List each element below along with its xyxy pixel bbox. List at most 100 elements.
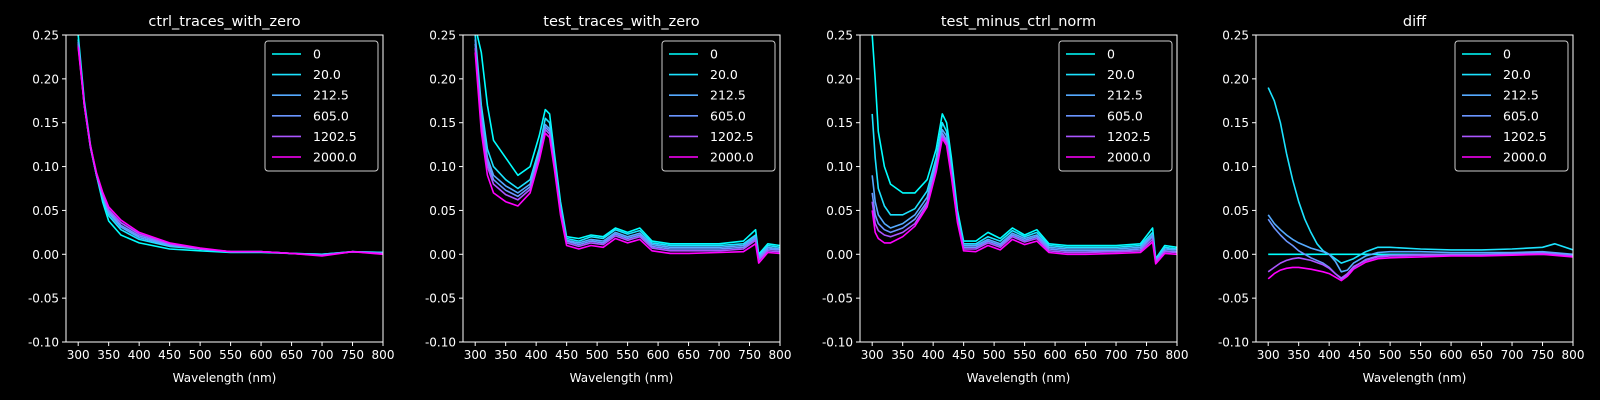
y-tick-label: 0.10 [826, 160, 853, 174]
y-tick-label: 0.15 [1222, 116, 1249, 130]
y-tick-label: 0.15 [32, 116, 59, 130]
legend-entry-label: 605.0 [313, 108, 349, 123]
series-line-2000.0 [1267, 253, 1573, 282]
y-tick-label: 0.20 [32, 72, 59, 86]
legend-entry-label: 20.0 [1107, 67, 1135, 82]
x-tick-label: 500 [983, 348, 1006, 362]
legend-entry-label: 0 [1107, 47, 1115, 62]
y-tick-label: -0.10 [822, 336, 853, 350]
y-tick-label: 0.15 [826, 116, 853, 130]
x-tick-label: 650 [1074, 348, 1097, 362]
x-tick-label: 300 [67, 348, 90, 362]
legend-entry-label: 0 [1503, 47, 1511, 62]
x-tick-label: 600 [1044, 348, 1067, 362]
y-tick-label: 0.25 [429, 29, 456, 43]
series-line-605.0 [871, 132, 1177, 263]
x-tick-label: 800 [769, 348, 792, 362]
chart-title: test_minus_ctrl_norm [941, 14, 1096, 30]
series-group [871, 35, 1177, 265]
x-tick-label: 550 [1409, 348, 1432, 362]
legend-entry-label: 1202.5 [1107, 129, 1151, 144]
series-line-1202.5 [871, 135, 1177, 263]
y-tick-label: 0.05 [826, 204, 853, 218]
y-tick-label: 0.05 [1222, 204, 1249, 218]
chart-title: test_traces_with_zero [543, 14, 700, 30]
legend-box [661, 40, 776, 172]
x-tick-label: 500 [1379, 348, 1402, 362]
series-line-20.0 [1267, 87, 1573, 264]
x-tick-label: 800 [372, 348, 395, 362]
x-tick-label: 500 [586, 348, 609, 362]
plot-frame [65, 34, 384, 343]
series-group [77, 35, 383, 257]
series-line-212.5 [871, 128, 1177, 262]
y-tick-label: 0.20 [429, 72, 456, 86]
x-tick-label: 550 [1013, 348, 1036, 362]
legend-entry-label: 0 [710, 47, 718, 62]
y-tick-label: 0.05 [429, 204, 456, 218]
x-tick-label: 450 [158, 348, 181, 362]
y-tick-label: 0.25 [1222, 29, 1249, 43]
chart-panel-1: ctrl_traces_with_zero 300 350 400 450 500 550 6… [28, 14, 395, 385]
chart-title: ctrl_traces_with_zero [148, 14, 300, 30]
x-tick-label: 800 [1166, 348, 1189, 362]
legend-box [1454, 40, 1569, 172]
y-tick-label: -0.05 [822, 292, 853, 306]
series-line-212.5 [1267, 214, 1573, 273]
legend: 0 20.0 212.5 605.0 1202.5 2000.0 [661, 40, 776, 172]
x-tick-label: 700 [1105, 348, 1128, 362]
x-tick-label: 350 [494, 348, 517, 362]
y-tick-label: 0.00 [429, 248, 456, 262]
y-tick-label: 0.00 [1222, 248, 1249, 262]
series-line-2000.0 [77, 47, 383, 257]
legend-entry-label: 605.0 [710, 108, 746, 123]
x-tick-label: 300 [1257, 348, 1280, 362]
x-tick-label: 700 [1501, 348, 1524, 362]
x-tick-label: 550 [616, 348, 639, 362]
x-tick-label: 600 [250, 348, 273, 362]
series-line-20.0 [474, 35, 780, 257]
y-tick-label: 0.05 [32, 204, 59, 218]
x-tick-label: 300 [861, 348, 884, 362]
series-line-605.0 [1267, 218, 1573, 280]
chart-panel-3: test_minus_ctrl_norm 300 350 400 450 500 550 60… [822, 14, 1189, 385]
legend-entry-label: 20.0 [1503, 67, 1531, 82]
x-tick-label: 400 [1318, 348, 1341, 362]
series-line-0 [871, 35, 1177, 260]
y-tick-label: -0.10 [425, 336, 456, 350]
legend-entry-label: 212.5 [1503, 88, 1539, 103]
plot-frame [1255, 34, 1574, 343]
x-tick-label: 450 [555, 348, 578, 362]
legend-entry-label: 20.0 [313, 67, 341, 82]
legend-entry-label: 1202.5 [313, 129, 357, 144]
y-tick-label: -0.10 [1218, 336, 1249, 350]
y-tick-label: 0.20 [826, 72, 853, 86]
series-group [474, 35, 780, 264]
series-line-212.5 [474, 39, 780, 258]
y-tick-label: 0.00 [826, 248, 853, 262]
series-line-0 [476, 35, 780, 256]
y-tick-label: 0.25 [32, 29, 59, 43]
chart-title: diff [1403, 14, 1427, 30]
x-tick-label: 600 [1440, 348, 1463, 362]
chart-panel-4: diff 300 350 400 450 500 550 600 650 700 750 800 -0.… [1218, 14, 1585, 385]
legend-entry-label: 0 [313, 47, 321, 62]
x-tick-label: 750 [738, 348, 761, 362]
x-axis-label: Wavelength (nm) [967, 371, 1071, 385]
y-tick-label: 0.15 [429, 116, 456, 130]
series-line-20.0 [871, 113, 1177, 261]
x-tick-label: 600 [647, 348, 670, 362]
legend: 0 20.0 212.5 605.0 1202.5 2000.0 [264, 40, 379, 172]
x-tick-label: 550 [219, 348, 242, 362]
x-tick-label: 450 [952, 348, 975, 362]
legend-entry-label: 2000.0 [710, 150, 754, 165]
x-tick-label: 750 [1531, 348, 1554, 362]
legend-box [264, 40, 379, 172]
x-tick-label: 400 [128, 348, 151, 362]
x-axis-label: Wavelength (nm) [570, 371, 674, 385]
legend-entry-label: 2000.0 [1503, 150, 1547, 165]
y-tick-label: 0.20 [1222, 72, 1249, 86]
legend-entry-label: 2000.0 [313, 150, 357, 165]
plot-frame [462, 34, 781, 343]
